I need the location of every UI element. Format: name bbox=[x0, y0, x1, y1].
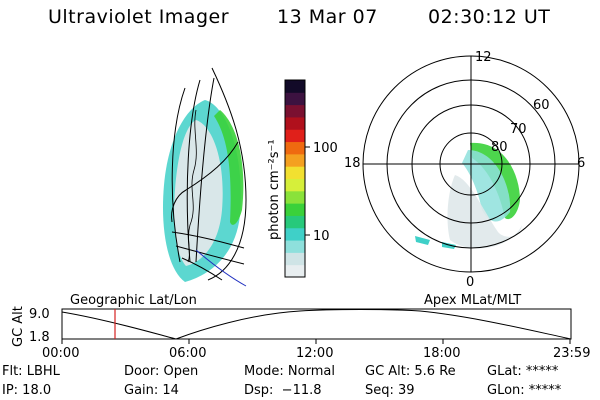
sequence-status: Seq: 39 bbox=[365, 383, 415, 398]
filter-status: Flt: LBHL bbox=[2, 364, 60, 379]
orbit-left-label: Geographic Lat/Lon bbox=[70, 293, 197, 308]
colorbar-band bbox=[285, 129, 305, 143]
colorbar-band bbox=[285, 252, 305, 266]
polar-aurora-fragment bbox=[415, 236, 456, 249]
colorbar-band bbox=[285, 104, 305, 118]
orbit-right-label: Apex MLat/MLT bbox=[424, 293, 521, 308]
x-tick-0000: 00:00 bbox=[42, 346, 79, 361]
color-scale: 100 10 photon cm⁻²s⁻¹ bbox=[267, 79, 338, 278]
colorbar-tick-10: 10 bbox=[313, 229, 330, 244]
x-tick-1800: 18:00 bbox=[423, 346, 460, 361]
orbit-altitude-curve bbox=[61, 309, 572, 340]
polar-ring-label-70: 70 bbox=[510, 122, 527, 137]
geo-parallel-3 bbox=[181, 257, 223, 281]
polar-ring-label-80: 80 bbox=[491, 140, 508, 155]
orbit-y-bottom: 1.8 bbox=[29, 330, 50, 345]
colorbar-unit-label: photon cm⁻²s⁻¹ bbox=[267, 139, 282, 240]
colorbar-band bbox=[285, 141, 305, 155]
geo-aurora-green bbox=[214, 110, 244, 225]
x-tick-0600: 06:00 bbox=[169, 346, 206, 361]
orbit-y-axis-label: GC Alt bbox=[11, 306, 26, 347]
x-tick-2359: 23:59 bbox=[553, 346, 590, 361]
x-tick-1200: 12:00 bbox=[296, 346, 333, 361]
geo-meridian-1 bbox=[171, 87, 186, 263]
colorbar-band bbox=[285, 166, 305, 179]
geo-parallel-1 bbox=[171, 231, 245, 249]
colorbar-tick-100: 100 bbox=[313, 141, 338, 156]
polar-plot: 12 18 6 0 60 70 80 bbox=[344, 50, 585, 290]
polar-label-12: 12 bbox=[475, 50, 492, 65]
orbit-altitude-plot: Geographic Lat/Lon Apex MLat/MLT GC Alt … bbox=[11, 293, 590, 361]
colorbar-band bbox=[285, 153, 305, 167]
glat-status: GLat: ***** bbox=[487, 364, 559, 379]
colorbar-band bbox=[285, 227, 305, 241]
colorbar-band bbox=[285, 178, 305, 192]
colorbar-band bbox=[285, 215, 305, 229]
polar-ring-label-60: 60 bbox=[533, 98, 550, 113]
ip-status: IP: 18.0 bbox=[2, 383, 52, 398]
polar-aurora-pale bbox=[447, 175, 522, 249]
polar-label-6: 6 bbox=[577, 156, 585, 171]
colorbar-band bbox=[285, 240, 305, 253]
colorbar-band bbox=[285, 264, 305, 278]
polar-label-0: 0 bbox=[466, 275, 474, 290]
colorbar-band bbox=[285, 116, 305, 130]
glon-status: GLon: ***** bbox=[487, 383, 562, 398]
observation-time: 02:30:12 UT bbox=[428, 6, 551, 28]
gc-alt-status: GC Alt: 5.6 Re bbox=[365, 364, 456, 379]
geo-limb bbox=[207, 67, 247, 281]
polar-aurora-cyan bbox=[462, 150, 511, 222]
colorbar-band bbox=[285, 190, 305, 204]
geo-parallel-2 bbox=[175, 245, 245, 265]
gain-status: Gain: 14 bbox=[124, 383, 179, 398]
colorbar-band bbox=[285, 80, 305, 93]
geo-coast-blue bbox=[195, 249, 247, 287]
colorbar-band bbox=[285, 203, 305, 216]
polar-label-18: 18 bbox=[344, 156, 361, 171]
imager-title: Ultraviolet Imager bbox=[48, 6, 230, 28]
colorbar-band bbox=[285, 92, 305, 106]
geographic-map bbox=[162, 67, 247, 287]
dsp-status: Dsp: −11.8 bbox=[244, 383, 322, 398]
observation-date: 13 Mar 07 bbox=[277, 6, 378, 28]
geo-coastline bbox=[187, 109, 197, 263]
orbit-y-top: 9.0 bbox=[29, 307, 50, 322]
door-status: Door: Open bbox=[124, 364, 199, 379]
geo-aurora-pale bbox=[174, 120, 223, 266]
mode-status: Mode: Normal bbox=[244, 364, 335, 379]
geo-latcircle bbox=[171, 141, 239, 223]
